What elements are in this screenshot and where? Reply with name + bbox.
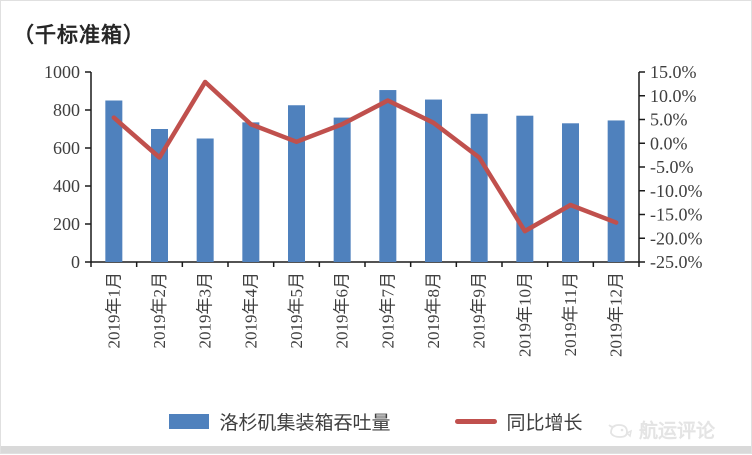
left-axis-tick-label: 400 xyxy=(53,176,80,196)
right-axis-tick-label: -5.0% xyxy=(650,157,694,177)
right-axis-tick-label: 5.0% xyxy=(650,110,688,130)
left-axis-tick-label: 1000 xyxy=(44,62,80,82)
legend-item-yoy: 同比增长 xyxy=(454,408,583,435)
x-axis-category-label: 2019年2月 xyxy=(150,272,169,349)
right-axis-tick-label: 15.0% xyxy=(650,62,697,82)
throughput-bar xyxy=(196,138,214,262)
yoy-growth-line xyxy=(111,79,619,234)
line-series-label: 同比增长 xyxy=(506,413,583,434)
bottom-strip xyxy=(1,446,751,453)
right-axis-tick-label: -10.0% xyxy=(650,181,703,201)
watermark: 航运评论 xyxy=(607,416,715,443)
left-axis-tick-label: 800 xyxy=(53,100,80,120)
throughput-bar xyxy=(607,120,625,262)
right-axis-tick-label: -20.0% xyxy=(650,228,703,248)
watermark-text: 航运评论 xyxy=(638,421,715,442)
throughput-bar xyxy=(288,105,305,262)
x-axis-category-label: 2019年10月 xyxy=(515,272,534,357)
x-axis-category-label: 2019年8月 xyxy=(424,272,443,349)
bar-series-swatch-icon xyxy=(169,414,210,429)
throughput-bar xyxy=(379,90,397,262)
whale-logo-icon xyxy=(608,423,633,438)
chart-legend: 洛杉矶集装箱吞吐量 同比增长 xyxy=(1,408,751,435)
right-axis-tick-label: 10.0% xyxy=(650,86,697,106)
x-axis-category-label: 2019年5月 xyxy=(287,272,306,349)
legend-item-throughput: 洛杉矶集装箱吞吐量 xyxy=(169,408,391,435)
x-axis-category-label: 2019年1月 xyxy=(104,272,123,349)
throughput-bar xyxy=(333,117,351,262)
left-axis-tick-label: 200 xyxy=(53,214,80,234)
throughput-bar xyxy=(562,123,579,262)
bar-series-label: 洛杉矶集装箱吞吐量 xyxy=(219,413,391,434)
throughput-bar xyxy=(470,113,488,262)
x-axis-category-label: 2019年6月 xyxy=(333,272,352,349)
throughput-bar xyxy=(516,115,534,262)
throughput-bar xyxy=(105,100,123,262)
right-axis-tick-label: 0.0% xyxy=(650,133,688,153)
throughput-bar xyxy=(242,122,260,262)
throughput-bar xyxy=(425,99,442,262)
x-axis-category-label: 2019年9月 xyxy=(470,272,489,349)
x-axis-category-label: 2019年11月 xyxy=(561,272,580,356)
right-axis-tick-label: -25.0% xyxy=(650,252,703,272)
chart-unit-label: （千标准箱） xyxy=(13,23,145,47)
right-axis-tick-label: -15.0% xyxy=(650,205,703,225)
x-axis-category-label: 2019年3月 xyxy=(196,272,215,349)
left-axis-tick-label: 600 xyxy=(53,138,80,158)
x-axis-category-label: 2019年12月 xyxy=(607,272,626,357)
x-axis-category-label: 2019年4月 xyxy=(241,272,260,349)
left-axis-tick-label: 0 xyxy=(71,252,80,272)
throughput-bar xyxy=(151,129,168,262)
x-axis-category-label: 2019年7月 xyxy=(378,272,397,349)
line-series-swatch-icon xyxy=(454,419,497,424)
